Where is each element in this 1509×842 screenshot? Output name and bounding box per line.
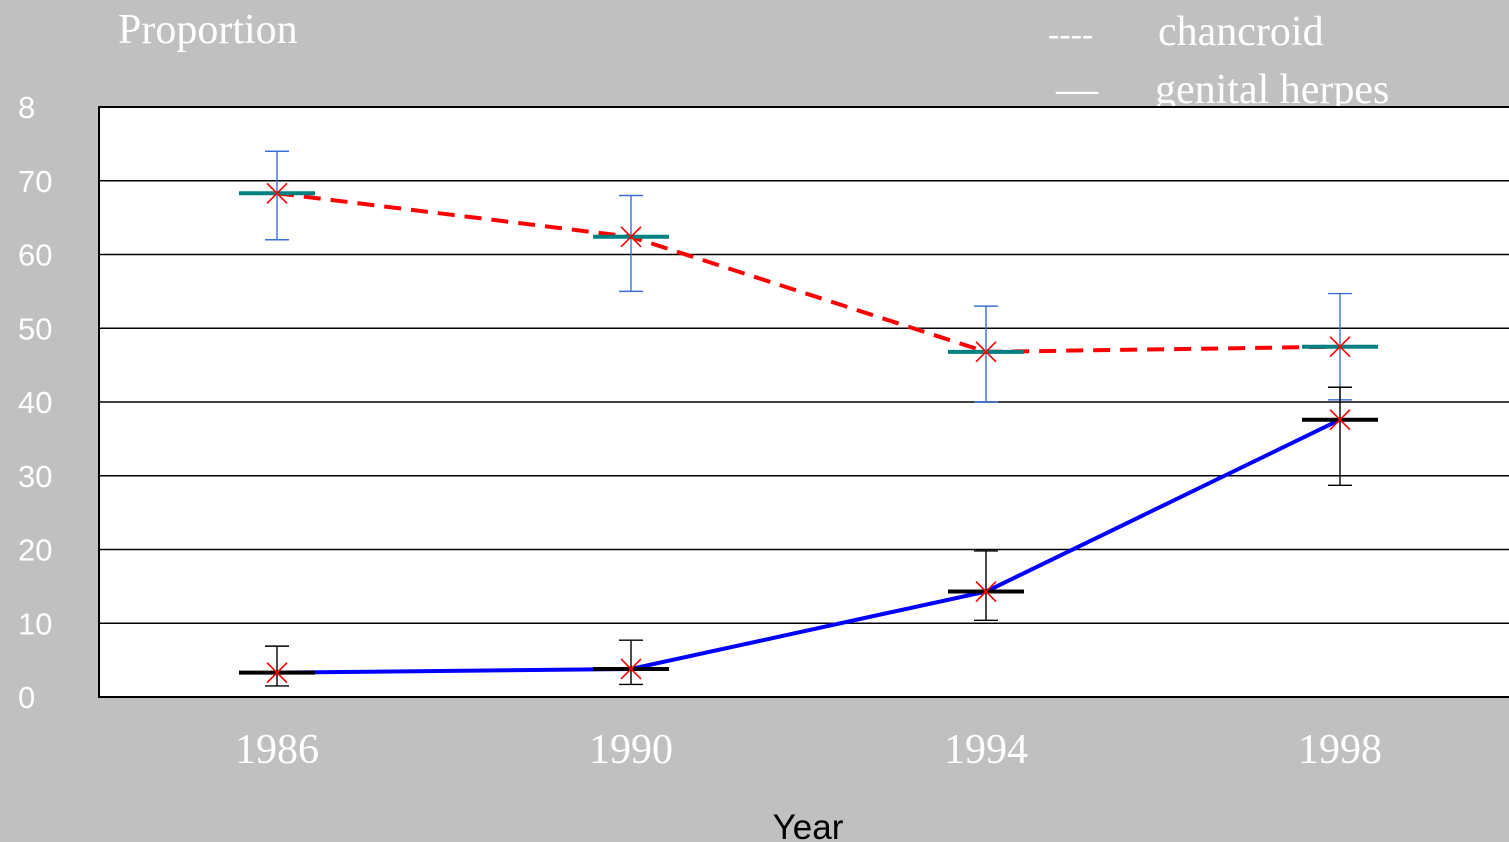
point-markers: [266, 182, 1351, 684]
y-tick-label-30: 30: [18, 459, 52, 494]
x-tick-label-1994: 1994: [944, 727, 1028, 773]
x-tick-label-1986: 1986: [235, 727, 319, 773]
line-chancroid: [276, 191, 1341, 354]
y-tick-label-40: 40: [18, 385, 52, 420]
point-chancroid-1990: [620, 226, 642, 248]
legend-symbol-genital-herpes: —: [1055, 67, 1099, 113]
y-tick-label-20: 20: [18, 533, 52, 568]
legend-label-chancroid: chancroid: [1158, 9, 1324, 55]
y-tick-label-70: 70: [18, 164, 52, 199]
series-lines: [276, 191, 1341, 675]
point-chancroid-1994: [975, 341, 997, 363]
error-bars: [265, 150, 1352, 687]
point-genital-herpes-1998: [1329, 409, 1351, 431]
legend-label-genital-herpes: genital herpes: [1155, 67, 1389, 113]
point-genital-herpes-1990: [620, 658, 642, 680]
x-axis-ticks: 1986 1990 1994 1998: [235, 727, 1382, 773]
y-axis-ticks: 0 10 20 30 40 50 60 70 8: [18, 90, 52, 715]
x-axis-title: Year: [773, 808, 844, 842]
x-tick-label-1998: 1998: [1298, 727, 1382, 773]
x-tick-label-1990: 1990: [589, 727, 673, 773]
y-tick-label-60: 60: [18, 238, 52, 273]
y-tick-label-10: 10: [18, 606, 52, 641]
point-genital-herpes-1994: [975, 580, 997, 603]
point-chancroid-1986: [266, 182, 288, 204]
point-chancroid-1998: [1329, 336, 1351, 358]
point-genital-herpes-1986: [266, 662, 288, 684]
grid: [99, 180, 1509, 624]
y-tick-label-50: 50: [18, 311, 52, 346]
y-axis-title: Proportion: [118, 7, 298, 53]
y-tick-label-0: 0: [18, 680, 35, 715]
legend: ---- chancroid — genital herpes: [1048, 9, 1389, 113]
legend-symbol-chancroid: ----: [1048, 16, 1093, 53]
line-genital-herpes: [276, 417, 1341, 675]
y-tick-label-8: 8: [18, 90, 35, 125]
